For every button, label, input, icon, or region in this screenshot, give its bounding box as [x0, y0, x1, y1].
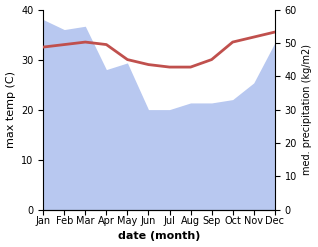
Y-axis label: med. precipitation (kg/m2): med. precipitation (kg/m2) [302, 44, 313, 175]
Y-axis label: max temp (C): max temp (C) [5, 71, 16, 148]
X-axis label: date (month): date (month) [118, 231, 200, 242]
